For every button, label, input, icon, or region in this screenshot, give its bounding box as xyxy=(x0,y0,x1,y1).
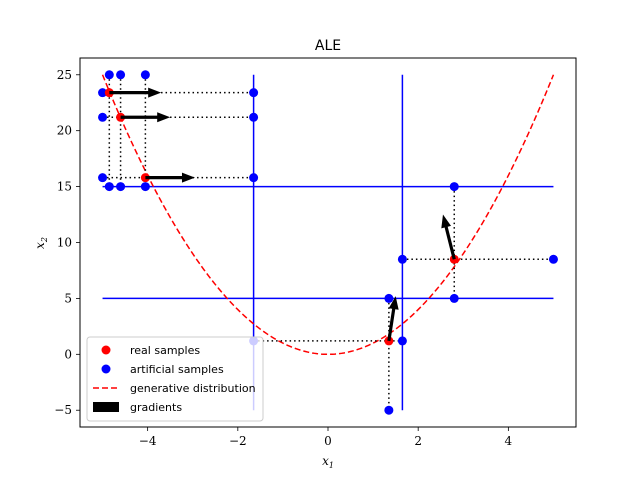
legend-label: real samples xyxy=(130,344,200,357)
y-axis-label: x2 xyxy=(33,237,49,249)
x-tick-label: 0 xyxy=(324,434,332,448)
y-tick-label: 20 xyxy=(57,124,72,138)
x-tick-label: −2 xyxy=(229,434,247,448)
artificial-sample-point xyxy=(140,70,150,80)
legend-box xyxy=(86,336,264,422)
y-tick-label: −5 xyxy=(54,403,72,417)
y-axis-label-var: x xyxy=(33,242,47,249)
x-tick-label: −4 xyxy=(139,434,157,448)
legend-patch xyxy=(93,402,119,412)
y-tick-label: 10 xyxy=(57,236,72,250)
gradient-arrow xyxy=(120,112,171,123)
artificial-sample-point xyxy=(449,293,459,303)
artificial-sample-point xyxy=(140,182,150,192)
gradient-arrow xyxy=(109,87,162,98)
artificial-sample-point xyxy=(98,173,108,183)
artificial-sample-point xyxy=(249,112,259,122)
x-axis-label-sub: 1 xyxy=(329,461,334,470)
x-axis-label-var: x xyxy=(322,454,329,468)
y-tick-label: 5 xyxy=(64,291,72,305)
legend-items: real samples artificial samples generative… xyxy=(93,344,256,414)
real-sample-point xyxy=(449,254,459,264)
x-axis-label: x1 xyxy=(322,454,334,470)
artificial-sample-point xyxy=(249,173,259,183)
chart-title: ALE xyxy=(315,38,341,54)
gradient-arrow xyxy=(145,172,195,183)
legend: real samples artificial samples generative… xyxy=(86,336,264,422)
plot-area xyxy=(98,70,558,415)
legend-marker xyxy=(101,364,111,374)
artificial-sample-point xyxy=(249,88,259,98)
artificial-sample-point xyxy=(384,405,394,415)
artificial-sample-point xyxy=(384,293,394,303)
y-tick-label: 0 xyxy=(64,347,72,361)
y-axis-label-sub: 2 xyxy=(40,237,49,243)
artificial-sample-point xyxy=(116,70,126,80)
legend-marker xyxy=(101,345,111,355)
artificial-sample-point xyxy=(449,182,459,192)
real-sample-point xyxy=(104,88,114,98)
legend-label: gradients xyxy=(130,401,182,414)
y-tick-label: 15 xyxy=(57,180,72,194)
x-tick-label: 4 xyxy=(505,434,513,448)
gradient-arrow xyxy=(387,296,399,342)
artificial-sample-point xyxy=(104,70,114,80)
artificial-sample-point xyxy=(116,182,126,192)
legend-label: generative distribution xyxy=(130,382,256,395)
artificial-sample-point xyxy=(98,112,108,122)
legend-label: artificial samples xyxy=(130,363,224,376)
artificial-sample-point xyxy=(397,336,407,346)
artificial-sample-point xyxy=(548,254,558,264)
gradient-arrow xyxy=(441,214,456,260)
artificial-sample-point xyxy=(397,254,407,264)
x-tick-label: 2 xyxy=(414,434,422,448)
y-tick-label: 25 xyxy=(57,68,72,82)
artificial-sample-point xyxy=(104,182,114,192)
generative-distribution-curve xyxy=(101,74,555,356)
axis-ticks: −4 −2 0 2 4 −5 0 5 10 15 20 25 xyxy=(54,68,512,448)
artificial-sample-point xyxy=(98,88,108,98)
